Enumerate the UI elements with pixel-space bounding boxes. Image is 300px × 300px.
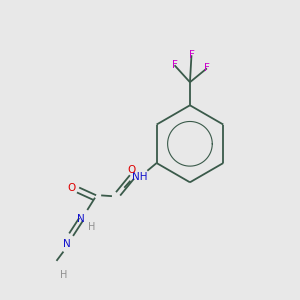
Text: N: N: [63, 239, 71, 249]
Text: F: F: [188, 50, 194, 60]
Text: F: F: [204, 63, 210, 73]
Text: NH: NH: [132, 172, 147, 182]
Text: O: O: [67, 184, 75, 194]
Text: O: O: [128, 165, 136, 175]
Text: H: H: [60, 270, 67, 280]
Text: N: N: [77, 214, 85, 224]
Text: F: F: [172, 60, 178, 70]
Text: H: H: [88, 222, 96, 232]
